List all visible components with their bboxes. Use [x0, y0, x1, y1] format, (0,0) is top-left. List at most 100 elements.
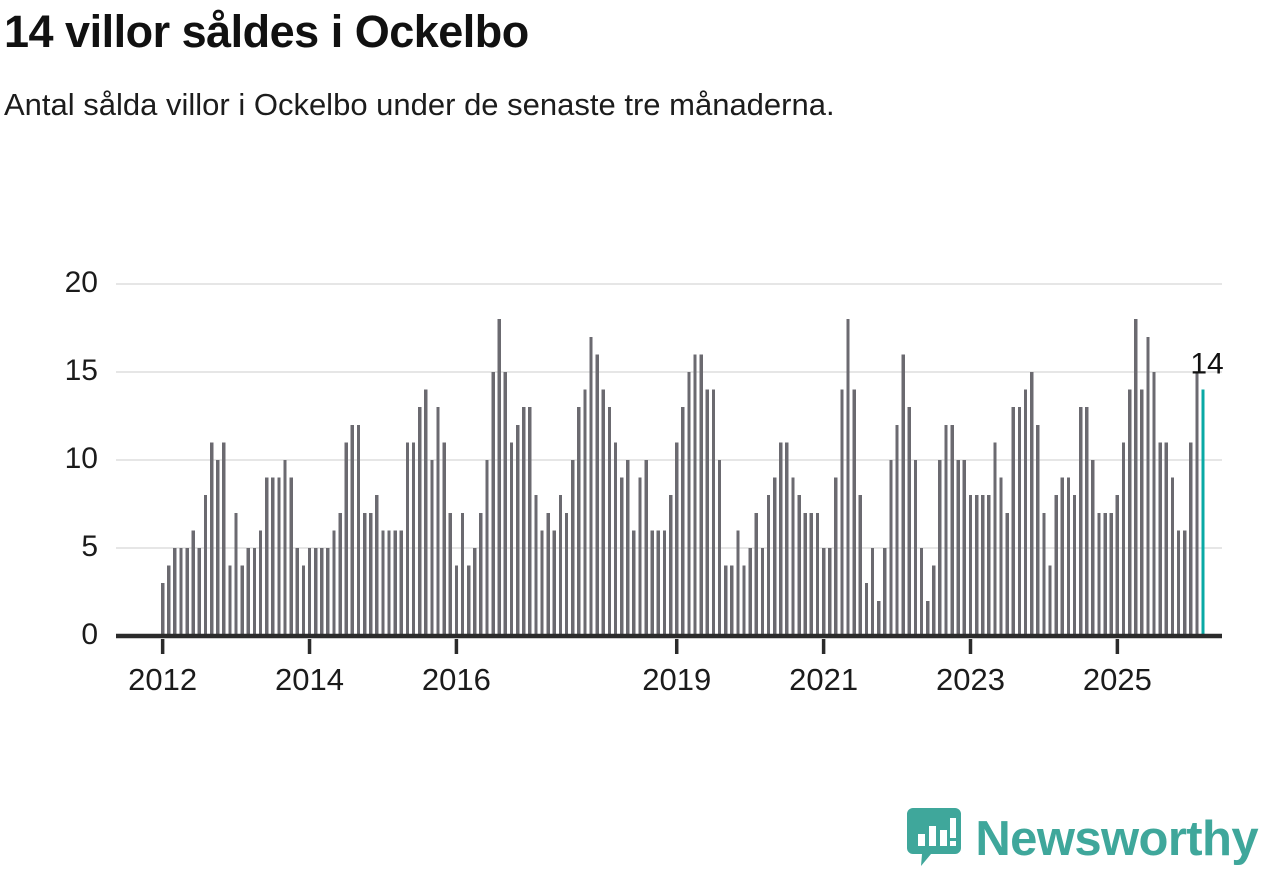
- bar: [864, 583, 869, 636]
- bar: [479, 512, 483, 636]
- bar: [1164, 442, 1168, 636]
- bar: [1115, 495, 1120, 636]
- x-tick-label: 2012: [128, 662, 197, 697]
- bar: [773, 477, 777, 636]
- bar: [540, 530, 544, 636]
- x-tick-label: 2025: [1083, 662, 1152, 697]
- bar: [546, 512, 550, 636]
- bar: [962, 460, 967, 636]
- chart-header: 14 villor såldes i Ockelbo Antal sålda v…: [0, 0, 1262, 125]
- bar: [797, 495, 801, 636]
- bar: [1072, 495, 1077, 636]
- bar: [289, 477, 293, 636]
- bar: [314, 548, 318, 636]
- bar: [589, 336, 593, 636]
- bar: [724, 565, 728, 636]
- bar: [1023, 389, 1028, 636]
- bar: [344, 442, 348, 636]
- bar: [320, 548, 324, 636]
- bar: [926, 600, 930, 636]
- y-tick-label: 10: [65, 442, 98, 475]
- bar: [626, 460, 630, 636]
- bar: [234, 512, 238, 636]
- bar: [1085, 407, 1089, 636]
- bar: [668, 495, 673, 636]
- bar: [1103, 512, 1107, 636]
- bar: [803, 512, 807, 636]
- bar: [1091, 460, 1095, 636]
- bar: [356, 424, 361, 636]
- bar: [883, 548, 887, 636]
- bar: [491, 372, 495, 636]
- bar: [265, 477, 269, 636]
- bar: [405, 442, 410, 636]
- bar: [246, 548, 250, 636]
- bar: [375, 495, 379, 636]
- bar: [399, 530, 403, 636]
- bar: [577, 407, 581, 636]
- bar: [913, 460, 918, 636]
- bar: [552, 530, 556, 636]
- y-tick-label: 5: [81, 530, 98, 563]
- bar: [411, 442, 416, 636]
- x-tick-label: 2016: [422, 662, 491, 697]
- bar: [809, 512, 814, 636]
- bar: [944, 424, 948, 636]
- bar: [173, 548, 177, 636]
- bar: [901, 354, 905, 636]
- bars: [161, 319, 1205, 636]
- bar: [650, 530, 654, 636]
- bar: [687, 372, 691, 636]
- bar: [222, 442, 226, 636]
- bar: [338, 512, 342, 636]
- bar: [852, 389, 856, 636]
- bar: [907, 407, 911, 636]
- bar: [1036, 424, 1040, 636]
- x-tick-label: 2023: [936, 662, 1005, 697]
- bar: [705, 389, 709, 636]
- bar: [1017, 407, 1022, 636]
- bar: [932, 565, 936, 636]
- bar: [877, 600, 881, 636]
- bar: [974, 495, 979, 636]
- bar: [1176, 530, 1181, 636]
- bar: [632, 530, 636, 636]
- bar: [1127, 389, 1132, 636]
- x-tick-label: 2019: [642, 662, 711, 697]
- bar: [1140, 389, 1144, 636]
- x-tick-label: 2014: [275, 662, 344, 697]
- bar: [1011, 407, 1015, 636]
- bar: [1005, 512, 1009, 636]
- bar: [1195, 372, 1199, 636]
- bar: [369, 512, 373, 636]
- bar: [258, 530, 263, 636]
- bar: [252, 548, 257, 636]
- bar: [460, 512, 465, 636]
- bar: [595, 354, 599, 636]
- bar: [1048, 565, 1052, 636]
- bar: [350, 424, 355, 636]
- bar: [473, 548, 477, 636]
- bar: [203, 495, 208, 636]
- bar: [919, 548, 924, 636]
- bar: [442, 442, 446, 636]
- y-tick-label: 15: [65, 354, 98, 387]
- bar: [558, 495, 563, 636]
- brand-name: Newsworthy: [975, 812, 1258, 866]
- bar: [326, 548, 330, 636]
- bar: [834, 477, 838, 636]
- bar: [766, 495, 771, 636]
- bar: [436, 407, 440, 636]
- y-tick-label: 0: [81, 618, 98, 651]
- bar: [467, 565, 471, 636]
- y-axis-labels: 0 5 10 15 20: [65, 266, 98, 651]
- footer-branding: Newsworthy: [905, 806, 1259, 873]
- bar: [993, 442, 997, 636]
- bar: [736, 530, 740, 636]
- bar: [277, 477, 281, 636]
- bar: [840, 389, 844, 636]
- axis: [116, 633, 1222, 654]
- bar: [534, 495, 538, 636]
- highlight-value-text: 14: [1190, 348, 1223, 381]
- bar: [1097, 512, 1101, 636]
